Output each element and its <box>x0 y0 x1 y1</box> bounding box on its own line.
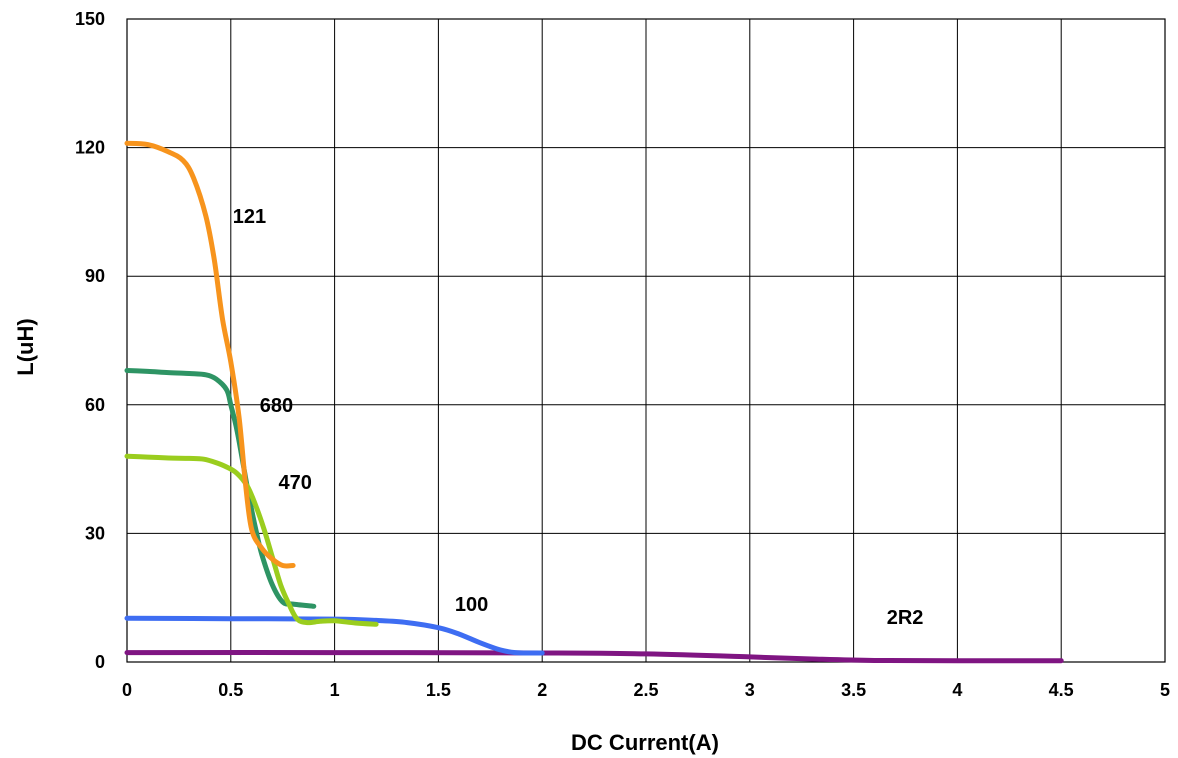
y-tick-label: 90 <box>85 266 105 286</box>
x-tick-label: 1 <box>330 680 340 700</box>
y-tick-label: 60 <box>85 395 105 415</box>
series-line-470 <box>124 453 379 627</box>
x-tick-label: 3.5 <box>841 680 866 700</box>
x-tick-label: 4 <box>952 680 962 700</box>
series-line-2r2 <box>124 650 1064 664</box>
series-annotation-121: 121 <box>233 206 266 228</box>
series-curves <box>124 140 1064 664</box>
x-tick-label: 0.5 <box>218 680 243 700</box>
y-tick-label: 0 <box>95 652 105 672</box>
series-annotations: 121 680 470 100 2R2 <box>233 206 924 629</box>
x-tick-labels: 0 0.5 1 1.5 2 2.5 3 3.5 4 4.5 5 <box>122 680 1170 700</box>
y-axis-title: L(uH) <box>13 318 38 375</box>
plot-frame <box>126 18 1166 663</box>
y-tick-label: 120 <box>75 138 105 158</box>
x-tick-label: 0 <box>122 680 132 700</box>
x-tick-label: 3 <box>745 680 755 700</box>
series-line-680 <box>124 368 317 609</box>
x-tick-label: 5 <box>1160 680 1170 700</box>
y-tick-label: 30 <box>85 523 105 543</box>
series-annotation-100: 100 <box>455 594 488 616</box>
x-tick-label: 2 <box>537 680 547 700</box>
x-tick-label: 4.5 <box>1049 680 1074 700</box>
x-tick-label: 1.5 <box>426 680 451 700</box>
x-tick-label: 2.5 <box>633 680 658 700</box>
y-tick-label: 150 <box>75 9 105 29</box>
series-annotation-470: 470 <box>278 472 311 494</box>
series-annotation-2r2: 2R2 <box>887 607 924 629</box>
series-annotation-680: 680 <box>260 395 293 417</box>
series-line-100 <box>124 615 545 656</box>
y-tick-labels: 0 30 60 90 120 150 <box>75 9 105 672</box>
series-line-121 <box>124 140 296 569</box>
x-axis-title: DC Current(A) <box>571 730 719 755</box>
